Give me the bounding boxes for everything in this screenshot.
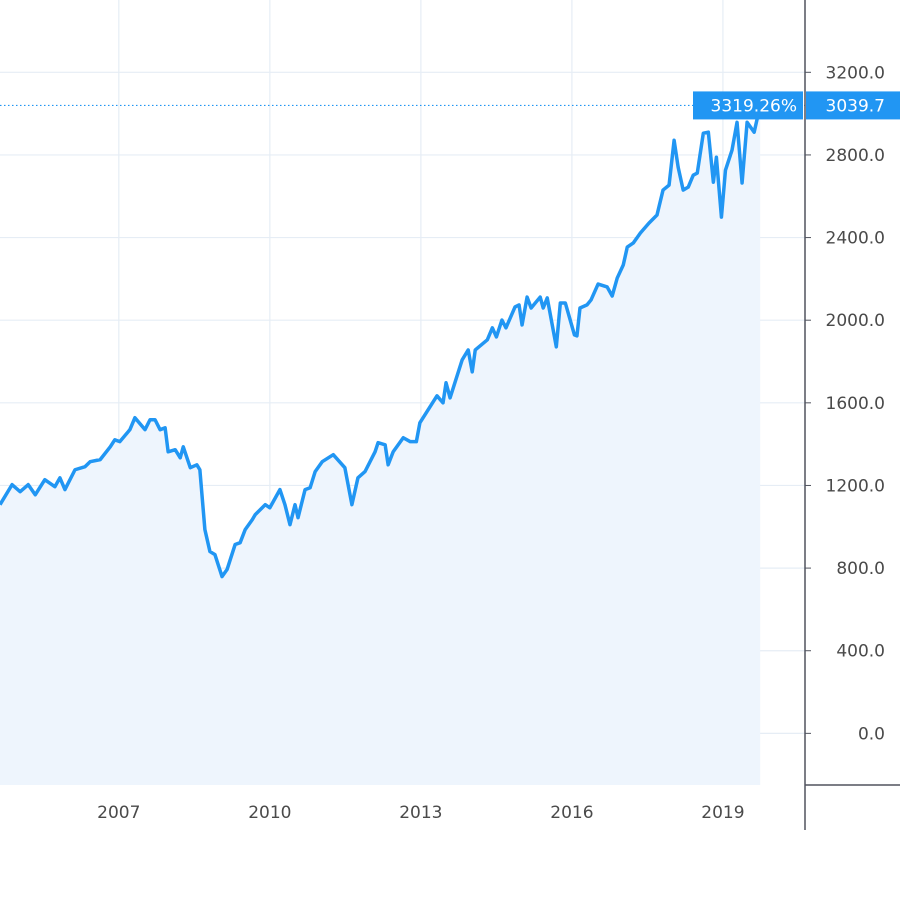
y-tick-label: 2400.0 <box>826 229 885 249</box>
y-tick-label: 1200.0 <box>826 476 885 496</box>
x-tick-label: 2016 <box>550 803 593 823</box>
y-tick-label: 800.0 <box>836 559 885 579</box>
last-value-label: 3039.7 <box>826 96 885 116</box>
x-tick-label: 2013 <box>399 803 442 823</box>
last-value-box <box>806 91 900 120</box>
x-tick-label: 2010 <box>248 803 291 823</box>
y-tick-label: 2000.0 <box>826 311 885 331</box>
change-label-tag: 3319.26% <box>693 91 803 120</box>
y-tick-label: 0.0 <box>858 724 885 744</box>
y-tick-label: 3200.0 <box>826 63 885 83</box>
last-value-tag: 3039.7 <box>806 91 900 120</box>
x-axis[interactable]: 2007 2010 2013 2016 2019 <box>97 803 744 823</box>
series-line <box>0 104 762 579</box>
y-tick-label: 400.0 <box>836 642 885 662</box>
y-axis[interactable]: 0.0 400.0 800.0 1200.0 1600.0 2000.0 2400.0 280… <box>805 63 885 744</box>
x-tick-label: 2019 <box>701 803 744 823</box>
series-area-fill <box>0 105 761 785</box>
change-label-box <box>693 91 803 120</box>
x-tick-label: 2007 <box>97 803 140 823</box>
y-tick-label: 1600.0 <box>826 394 885 414</box>
change-label: 3319.26% <box>711 96 797 116</box>
y-tick-label: 2800.0 <box>826 146 885 166</box>
